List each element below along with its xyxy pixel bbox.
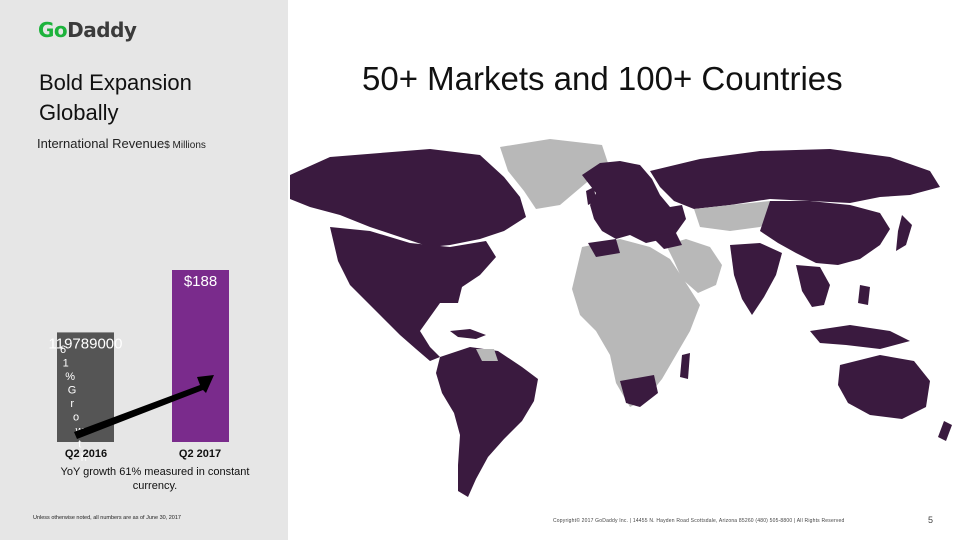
copyright: Copyright© 2017 GoDaddy Inc. | 14455 N. … xyxy=(553,518,845,524)
growth-label-char: t xyxy=(78,439,81,451)
page-number: 5 xyxy=(928,515,934,525)
world-map xyxy=(290,139,952,497)
japan xyxy=(896,215,912,251)
africa xyxy=(572,239,700,407)
greenland xyxy=(500,139,608,209)
growth-label-char: h xyxy=(81,452,87,464)
new-zealand xyxy=(938,421,952,441)
growth-arrow xyxy=(74,375,214,439)
chart-title-text: International Revenue xyxy=(37,136,165,151)
main-title: 50+ Markets and 100+ Countries xyxy=(362,60,843,97)
south-america xyxy=(436,347,538,497)
madagascar xyxy=(680,353,690,379)
middle-east xyxy=(666,239,722,293)
uk xyxy=(586,187,596,205)
north-africa xyxy=(588,239,620,257)
guyana xyxy=(476,349,498,361)
category-label-q2-2016: Q2 2016 xyxy=(65,448,107,460)
china xyxy=(760,201,890,265)
caribbean xyxy=(450,329,486,339)
growth-label-char: 1 xyxy=(63,358,69,370)
growth-label-char: r xyxy=(70,398,74,410)
india xyxy=(730,243,782,315)
central-asia xyxy=(694,201,780,231)
left-panel xyxy=(0,0,288,540)
russia xyxy=(650,149,940,209)
footnote: Unless otherwise noted, all numbers are … xyxy=(33,515,181,521)
europe xyxy=(582,161,686,243)
bar-value-q2-2017: $188 xyxy=(184,273,217,290)
bar-q2-2017 xyxy=(172,270,229,442)
growth-label-char: % xyxy=(65,371,75,383)
southeast-asia xyxy=(796,265,830,307)
category-label-q2-2017: Q2 2017 xyxy=(179,448,221,460)
growth-label-char: G xyxy=(68,385,77,397)
panel-title: Bold Expansion Globally xyxy=(39,70,192,125)
growth-note: YoY growth 61% measured in constant curr… xyxy=(60,466,250,492)
growth-label-char: 6 xyxy=(60,344,66,356)
north-america-north xyxy=(290,149,526,247)
philippines xyxy=(858,285,870,305)
chart-title: International Revenue$ Millions xyxy=(37,136,206,151)
australia xyxy=(838,355,930,419)
godaddy-logo: GoDaddy xyxy=(38,18,137,42)
indonesia xyxy=(810,325,910,349)
revenue-bar-chart: $188 119789000 61%Growth Q2 2016 Q2 2017 xyxy=(49,270,229,464)
chart-unit: $ Millions xyxy=(164,140,206,151)
south-africa xyxy=(620,375,658,407)
turkey-region xyxy=(650,233,682,249)
north-america-south xyxy=(330,227,496,361)
growth-label-char: o xyxy=(73,412,79,424)
bar-value-q2-2016: 119789000 xyxy=(49,335,123,352)
